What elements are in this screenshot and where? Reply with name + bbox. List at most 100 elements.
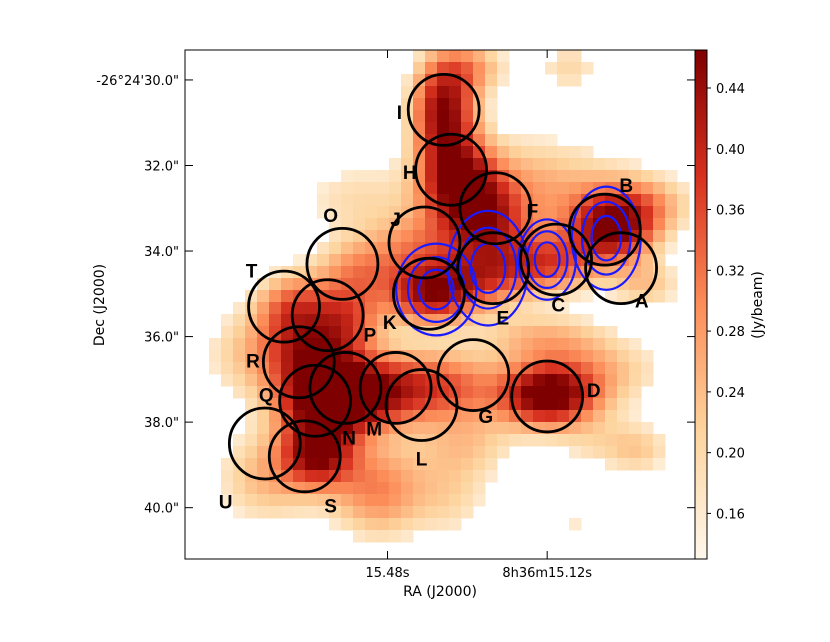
heatmap-cell xyxy=(581,314,594,327)
heatmap-cell xyxy=(449,182,462,195)
heatmap-cell xyxy=(449,434,462,447)
heatmap-cell xyxy=(497,374,510,387)
heatmap-cell xyxy=(641,254,654,267)
heatmap-cell xyxy=(221,326,234,339)
region-label-s: S xyxy=(324,497,337,518)
heatmap-cell xyxy=(653,182,666,195)
heatmap-cell xyxy=(245,506,258,519)
heatmap-cell xyxy=(617,410,630,423)
heatmap-cell xyxy=(353,182,366,195)
heatmap-cell xyxy=(293,506,306,519)
heatmap-cell xyxy=(329,206,342,219)
heatmap-cell xyxy=(365,494,378,507)
heatmap-cell xyxy=(377,266,390,279)
heatmap-cell xyxy=(437,122,450,135)
x-axis-title: RA (J2000) xyxy=(403,584,477,600)
heatmap-cell xyxy=(377,290,390,303)
heatmap-cell xyxy=(377,530,390,543)
heatmap-cell xyxy=(281,398,294,411)
heatmap-cell xyxy=(509,158,522,171)
heatmap-cell xyxy=(665,290,678,303)
heatmap-cell xyxy=(413,518,426,531)
heatmap-cell xyxy=(641,206,654,219)
heatmap-cell xyxy=(473,434,486,447)
heatmap-cell xyxy=(485,194,498,207)
heatmap-cell xyxy=(257,314,270,327)
heatmap-cell xyxy=(437,74,450,87)
colorbar-tick-label: 0.40 xyxy=(716,143,745,158)
heatmap-cell xyxy=(437,182,450,195)
heatmap-cell xyxy=(329,242,342,255)
heatmap-cell xyxy=(521,338,534,351)
heatmap-cell xyxy=(485,470,498,483)
heatmap-cell xyxy=(449,170,462,183)
heatmap-cell xyxy=(605,398,618,411)
heatmap-cell xyxy=(497,254,510,267)
region-label-q: Q xyxy=(259,385,274,406)
heatmap-cell xyxy=(209,350,222,363)
heatmap-cell xyxy=(329,386,342,399)
heatmap-cell xyxy=(497,146,510,159)
x-tick-label: 8h36m15.12s xyxy=(502,566,592,581)
heatmap-cell xyxy=(545,302,558,315)
heatmap-cell xyxy=(425,518,438,531)
heatmap-cell xyxy=(365,194,378,207)
heatmap xyxy=(209,50,690,543)
heatmap-cell xyxy=(641,350,654,363)
heatmap-cell xyxy=(389,518,402,531)
heatmap-cell xyxy=(485,62,498,75)
heatmap-cell xyxy=(341,170,354,183)
heatmap-cell xyxy=(389,362,402,375)
heatmap-cell xyxy=(281,434,294,447)
heatmap-cell xyxy=(545,410,558,423)
heatmap-cell xyxy=(269,386,282,399)
x-tick-label: 15.48s xyxy=(366,566,410,581)
heatmap-cell xyxy=(545,254,558,267)
heatmap-cell xyxy=(449,206,462,219)
heatmap-cell xyxy=(617,386,630,399)
heatmap-cell xyxy=(449,122,462,135)
heatmap-cell xyxy=(365,386,378,399)
heatmap-cell xyxy=(365,434,378,447)
heatmap-cell xyxy=(593,422,606,435)
heatmap-cell xyxy=(377,506,390,519)
heatmap-cell xyxy=(221,482,234,495)
region-circle-u xyxy=(227,406,302,481)
heatmap-cell xyxy=(557,374,570,387)
heatmap-cell xyxy=(437,290,450,303)
heatmap-cell xyxy=(641,434,654,447)
heatmap-cell xyxy=(629,410,642,423)
heatmap-cell xyxy=(425,122,438,135)
heatmap-cell xyxy=(425,482,438,495)
heatmap-cell xyxy=(461,62,474,75)
heatmap-cell xyxy=(545,398,558,411)
heatmap-cell xyxy=(557,386,570,399)
x-axis-ticks: 15.48s 8h36m15.12s xyxy=(366,50,592,581)
heatmap-cell xyxy=(581,422,594,435)
heatmap-cell xyxy=(449,350,462,363)
heatmap-cell xyxy=(389,494,402,507)
heatmap-cell xyxy=(605,242,618,255)
heatmap-cell xyxy=(557,158,570,171)
heatmap-cell xyxy=(353,254,366,267)
heatmap-cell xyxy=(377,278,390,291)
heatmap-cell xyxy=(413,386,426,399)
heatmap-cell xyxy=(377,206,390,219)
heatmap-cell xyxy=(401,134,414,147)
heatmap-cell xyxy=(521,158,534,171)
heatmap-cell xyxy=(557,146,570,159)
heatmap-cell xyxy=(437,398,450,411)
heatmap-cell xyxy=(497,326,510,339)
heatmap-cell xyxy=(593,170,606,183)
heatmap-cell xyxy=(245,398,258,411)
heatmap-cell xyxy=(473,350,486,363)
heatmap-cell xyxy=(413,74,426,87)
heatmap-cell xyxy=(389,194,402,207)
heatmap-cell xyxy=(401,470,414,483)
heatmap-cell xyxy=(665,182,678,195)
heatmap-cell xyxy=(281,446,294,459)
heatmap-cell xyxy=(341,422,354,435)
colorbar-tick-label: 0.28 xyxy=(716,325,745,340)
heatmap-cell xyxy=(569,398,582,411)
heatmap-cell xyxy=(509,206,522,219)
